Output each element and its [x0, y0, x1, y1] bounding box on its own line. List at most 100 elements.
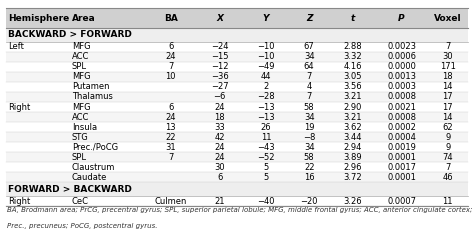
Text: Left: Left: [9, 42, 24, 51]
Text: 0.0017: 0.0017: [387, 163, 416, 172]
Text: −24: −24: [211, 42, 228, 51]
Text: 2.90: 2.90: [343, 103, 362, 112]
Text: 26: 26: [261, 123, 271, 132]
Bar: [6, 196, 468, 206]
Text: 2: 2: [263, 82, 268, 91]
Bar: [6, 72, 468, 82]
Text: 24: 24: [214, 153, 225, 162]
Text: 18: 18: [214, 113, 225, 122]
Text: 7: 7: [307, 93, 312, 101]
Text: 0.0000: 0.0000: [387, 62, 416, 71]
Text: 0.0001: 0.0001: [387, 153, 416, 162]
Text: 58: 58: [304, 153, 314, 162]
Text: 3.89: 3.89: [343, 153, 362, 162]
Text: MFG: MFG: [72, 72, 91, 81]
Text: 2.96: 2.96: [343, 163, 362, 172]
Text: 11: 11: [442, 197, 453, 206]
Text: 3.44: 3.44: [343, 133, 362, 142]
Text: 2.94: 2.94: [343, 143, 362, 152]
Text: 44: 44: [261, 72, 271, 81]
Text: 0.0004: 0.0004: [387, 133, 416, 142]
Text: 0.0003: 0.0003: [387, 82, 416, 91]
Text: 14: 14: [442, 82, 453, 91]
Text: 3.05: 3.05: [343, 72, 362, 81]
Text: BACKWARD > FORWARD: BACKWARD > FORWARD: [9, 30, 132, 39]
Text: −43: −43: [257, 143, 274, 152]
Text: t: t: [350, 14, 355, 23]
Text: 24: 24: [214, 143, 225, 152]
Text: 9: 9: [445, 133, 450, 142]
Text: ACC: ACC: [72, 52, 89, 61]
Text: 0.0007: 0.0007: [387, 197, 416, 206]
Text: −10: −10: [257, 42, 274, 51]
Text: −40: −40: [257, 197, 274, 206]
Text: 62: 62: [442, 123, 453, 132]
Text: X: X: [216, 14, 223, 23]
Text: 42: 42: [214, 133, 225, 142]
Text: 30: 30: [442, 52, 453, 61]
Bar: [6, 132, 468, 142]
Text: 74: 74: [442, 153, 453, 162]
Text: BA: BA: [164, 14, 178, 23]
Text: 6: 6: [168, 103, 173, 112]
Text: 22: 22: [165, 133, 176, 142]
Text: −27: −27: [211, 82, 228, 91]
Text: 17: 17: [442, 103, 453, 112]
Text: Voxel: Voxel: [434, 14, 462, 23]
Text: Hemisphere: Hemisphere: [9, 14, 70, 23]
Text: 0.0001: 0.0001: [387, 173, 416, 182]
Text: 13: 13: [165, 123, 176, 132]
Text: 18: 18: [442, 72, 453, 81]
Bar: [6, 28, 468, 42]
Bar: [6, 42, 468, 52]
Bar: [6, 142, 468, 152]
Text: 17: 17: [442, 93, 453, 101]
Text: 3.21: 3.21: [343, 113, 362, 122]
Text: 0.0013: 0.0013: [387, 72, 416, 81]
Text: 7: 7: [168, 62, 173, 71]
Text: 34: 34: [304, 143, 314, 152]
Bar: [6, 52, 468, 62]
Text: SPL: SPL: [72, 153, 87, 162]
Text: 46: 46: [442, 173, 453, 182]
Text: −12: −12: [211, 62, 228, 71]
Text: 24: 24: [165, 52, 176, 61]
Text: 3.32: 3.32: [343, 52, 362, 61]
Bar: [6, 152, 468, 162]
Text: Insula: Insula: [72, 123, 97, 132]
Text: 4: 4: [307, 82, 312, 91]
Text: CeC: CeC: [72, 197, 89, 206]
Text: 0.0002: 0.0002: [387, 123, 416, 132]
Text: MFG: MFG: [72, 103, 91, 112]
Text: 7: 7: [307, 72, 312, 81]
Bar: [6, 112, 468, 122]
Text: P: P: [398, 14, 405, 23]
Text: 64: 64: [304, 62, 314, 71]
Text: Putamen: Putamen: [72, 82, 109, 91]
Text: STG: STG: [72, 133, 89, 142]
Text: 7: 7: [445, 42, 450, 51]
Bar: [6, 122, 468, 132]
Text: 0.0008: 0.0008: [387, 93, 416, 101]
Text: 5: 5: [263, 163, 268, 172]
Text: −20: −20: [301, 197, 318, 206]
Text: 33: 33: [214, 123, 225, 132]
Text: 7: 7: [445, 163, 450, 172]
Text: 16: 16: [304, 173, 314, 182]
Text: Right: Right: [9, 103, 31, 112]
Text: 22: 22: [304, 163, 314, 172]
Text: FORWARD > BACKWARD: FORWARD > BACKWARD: [9, 185, 132, 194]
Text: 4.16: 4.16: [343, 62, 362, 71]
Text: 14: 14: [442, 113, 453, 122]
Bar: [6, 92, 468, 102]
Text: 171: 171: [440, 62, 456, 71]
Text: Z: Z: [306, 14, 312, 23]
Bar: [6, 162, 468, 172]
Text: 67: 67: [304, 42, 315, 51]
Text: 24: 24: [165, 113, 176, 122]
Text: 3.21: 3.21: [343, 93, 362, 101]
Text: 34: 34: [304, 52, 314, 61]
Text: 6: 6: [168, 42, 173, 51]
Text: −52: −52: [257, 153, 274, 162]
Text: Claustrum: Claustrum: [72, 163, 115, 172]
